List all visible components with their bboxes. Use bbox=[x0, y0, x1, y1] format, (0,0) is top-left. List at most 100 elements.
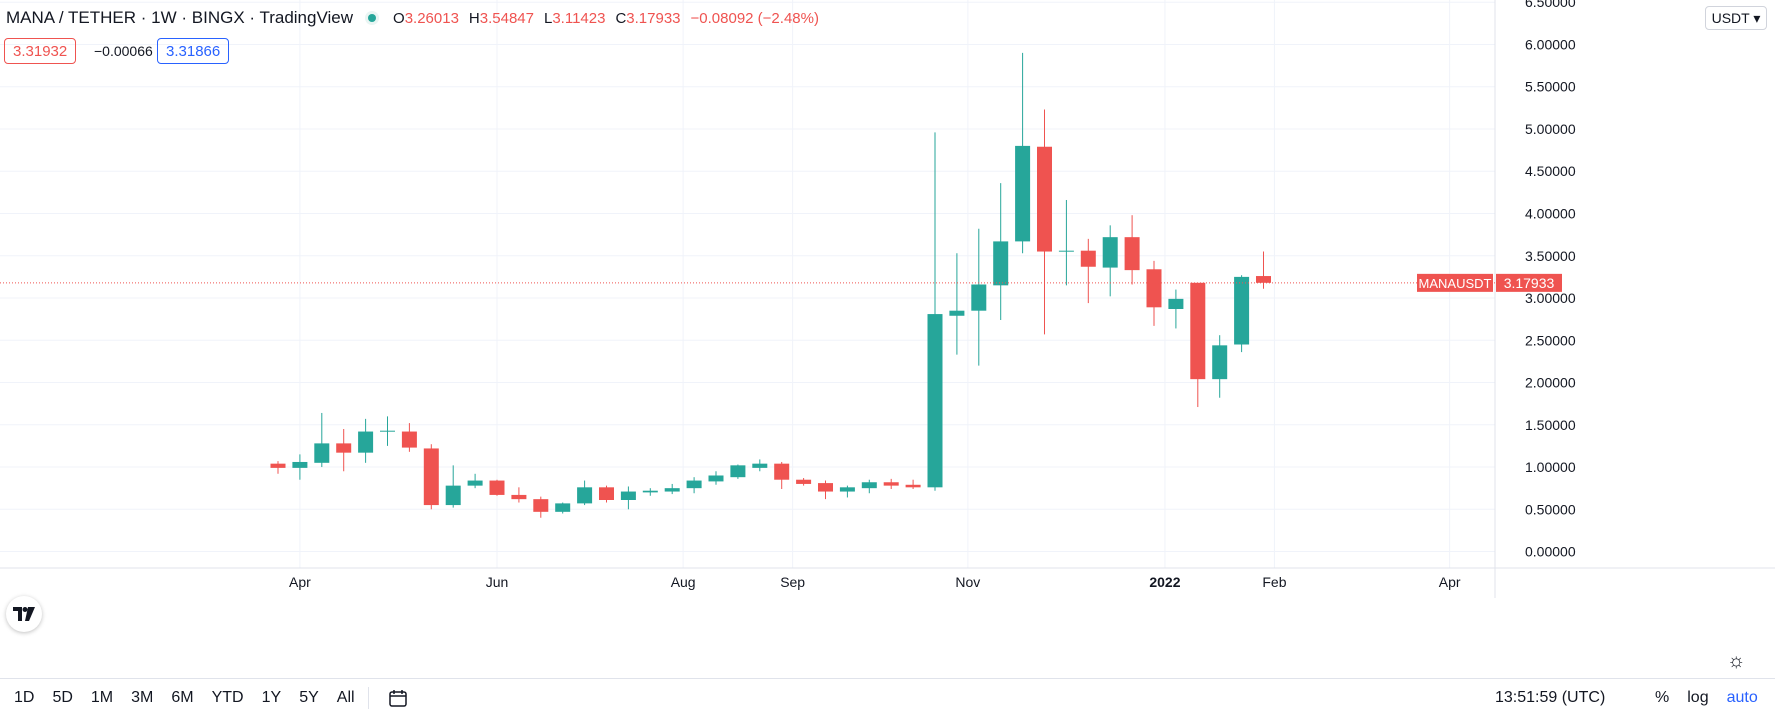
x-tick-label: Feb bbox=[1262, 574, 1286, 590]
currency-dropdown[interactable]: USDT ▾ bbox=[1705, 6, 1767, 30]
bottom-toolbar: 1D 5D 1M 3M 6M YTD 1Y 5Y All 13:51:59 (U… bbox=[0, 678, 1775, 715]
candle-body bbox=[1015, 145, 1031, 242]
candle-body bbox=[1037, 146, 1052, 252]
buy-price-button[interactable]: 3.31866 bbox=[157, 38, 230, 64]
candle-body bbox=[620, 491, 636, 500]
spread-value: −0.00066 bbox=[94, 43, 153, 59]
candle-body bbox=[708, 475, 724, 482]
range-1y[interactable]: 1Y bbox=[261, 689, 282, 706]
range-1m[interactable]: 1M bbox=[90, 689, 114, 706]
sell-price-button[interactable]: 3.31932 bbox=[4, 38, 77, 64]
candle-body bbox=[401, 431, 417, 448]
candle-body bbox=[993, 241, 1009, 286]
y-tick-label: 2.00000 bbox=[1525, 375, 1576, 391]
candle-body bbox=[380, 430, 395, 432]
candle-body bbox=[1234, 276, 1250, 345]
range-all[interactable]: All bbox=[336, 689, 355, 706]
y-tick-label: 1.00000 bbox=[1525, 459, 1576, 475]
symbol-price-tag-label: MANAUSDT bbox=[1419, 276, 1492, 291]
x-tick-label: Sep bbox=[780, 574, 805, 590]
y-tick-label: 4.00000 bbox=[1525, 206, 1576, 222]
candle-body bbox=[1168, 298, 1184, 310]
y-tick-label: 0.50000 bbox=[1525, 501, 1576, 517]
candle-body bbox=[292, 461, 308, 468]
candle-body bbox=[1080, 250, 1096, 267]
candle-body bbox=[336, 443, 352, 453]
y-tick-label: 2.50000 bbox=[1525, 332, 1576, 348]
open-value: 3.26013 bbox=[404, 9, 459, 27]
x-tick-label: Aug bbox=[671, 574, 696, 590]
scale-options: % log auto bbox=[1655, 689, 1758, 707]
candle-body bbox=[686, 480, 702, 489]
candle-body bbox=[796, 479, 812, 484]
y-tick-label: 5.50000 bbox=[1525, 79, 1576, 95]
candle-body bbox=[839, 487, 855, 492]
x-tick-label: Jun bbox=[486, 574, 509, 590]
change-value: −0.08092 (−2.48%) bbox=[690, 9, 819, 27]
candle-body bbox=[664, 488, 680, 492]
range-5d[interactable]: 5D bbox=[52, 689, 73, 706]
y-tick-label: 6.50000 bbox=[1525, 0, 1576, 10]
candle-body bbox=[1146, 269, 1162, 308]
settings-gear-icon[interactable]: ☼ bbox=[1727, 650, 1746, 672]
currency-label: USDT bbox=[1711, 10, 1750, 26]
candle-body bbox=[599, 487, 614, 500]
candle-body bbox=[752, 463, 768, 468]
high-value: 3.54847 bbox=[479, 9, 534, 27]
last-price-tag bbox=[1496, 273, 1562, 292]
y-tick-label: 1.50000 bbox=[1525, 417, 1576, 433]
candle-body bbox=[445, 485, 461, 506]
auto-scale-toggle[interactable]: auto bbox=[1726, 689, 1758, 706]
candle-body bbox=[489, 480, 505, 495]
candle-body bbox=[861, 482, 877, 489]
candle-body bbox=[314, 443, 330, 463]
range-selector: 1D 5D 1M 3M 6M YTD 1Y 5Y All bbox=[14, 689, 355, 707]
low-value: 3.11423 bbox=[552, 9, 606, 27]
clock-utc[interactable]: 13:51:59 (UTC) bbox=[1495, 689, 1606, 706]
candle-body bbox=[642, 490, 658, 493]
symbol-title[interactable]: MANA / TETHER · 1W · BINGX · TradingView bbox=[6, 8, 354, 27]
candle-body bbox=[467, 480, 483, 486]
candlestick-chart[interactable]: 0.00000 0.50000 1.00000 1.50000 2.00000 2.500… bbox=[0, 0, 1775, 678]
last-price-tag-label: 3.17933 bbox=[1504, 275, 1555, 291]
chevron-down-icon: ▾ bbox=[1749, 10, 1761, 26]
y-tick-label: 4.50000 bbox=[1525, 163, 1576, 179]
candle-body bbox=[730, 465, 746, 478]
candle-body bbox=[555, 503, 571, 512]
range-5y[interactable]: 5Y bbox=[299, 689, 319, 706]
x-tick-label: Apr bbox=[1439, 574, 1461, 590]
range-6m[interactable]: 6M bbox=[171, 689, 194, 706]
range-ytd[interactable]: YTD bbox=[211, 689, 244, 706]
range-3m[interactable]: 3M bbox=[131, 689, 154, 706]
candle-body bbox=[1256, 276, 1271, 283]
candle-body bbox=[270, 463, 286, 468]
y-tick-label: 3.50000 bbox=[1525, 248, 1576, 264]
candle-body bbox=[358, 431, 374, 453]
tradingview-logo-icon[interactable] bbox=[6, 596, 42, 632]
x-tick-label: Apr bbox=[289, 574, 311, 590]
candle-body bbox=[949, 310, 965, 316]
symbol-price-tag bbox=[1417, 273, 1493, 292]
candle-body bbox=[1102, 237, 1118, 268]
candle-body bbox=[927, 314, 943, 488]
candle-body bbox=[1190, 282, 1206, 380]
market-status-icon bbox=[365, 11, 380, 25]
candle-body bbox=[423, 448, 439, 506]
candle-body bbox=[577, 487, 593, 504]
candle-body bbox=[883, 482, 899, 486]
candle-body bbox=[971, 284, 987, 311]
chart-header: MANA / TETHER · 1W · BINGX · TradingView… bbox=[6, 6, 819, 30]
x-tick-label: Nov bbox=[955, 574, 980, 590]
range-1d[interactable]: 1D bbox=[14, 689, 35, 706]
close-value: 3.17933 bbox=[626, 9, 681, 27]
candle-body bbox=[511, 494, 527, 500]
candle-body bbox=[774, 463, 790, 480]
y-tick-label: 3.00000 bbox=[1525, 290, 1576, 306]
percent-scale-toggle[interactable]: % bbox=[1655, 689, 1670, 706]
candle-body bbox=[1058, 250, 1074, 252]
y-tick-label: 5.00000 bbox=[1525, 121, 1576, 137]
y-tick-label: 6.00000 bbox=[1525, 36, 1576, 52]
x-tick-label: 2022 bbox=[1149, 574, 1180, 590]
calendar-range-icon[interactable] bbox=[388, 688, 408, 708]
log-scale-toggle[interactable]: log bbox=[1687, 689, 1709, 706]
